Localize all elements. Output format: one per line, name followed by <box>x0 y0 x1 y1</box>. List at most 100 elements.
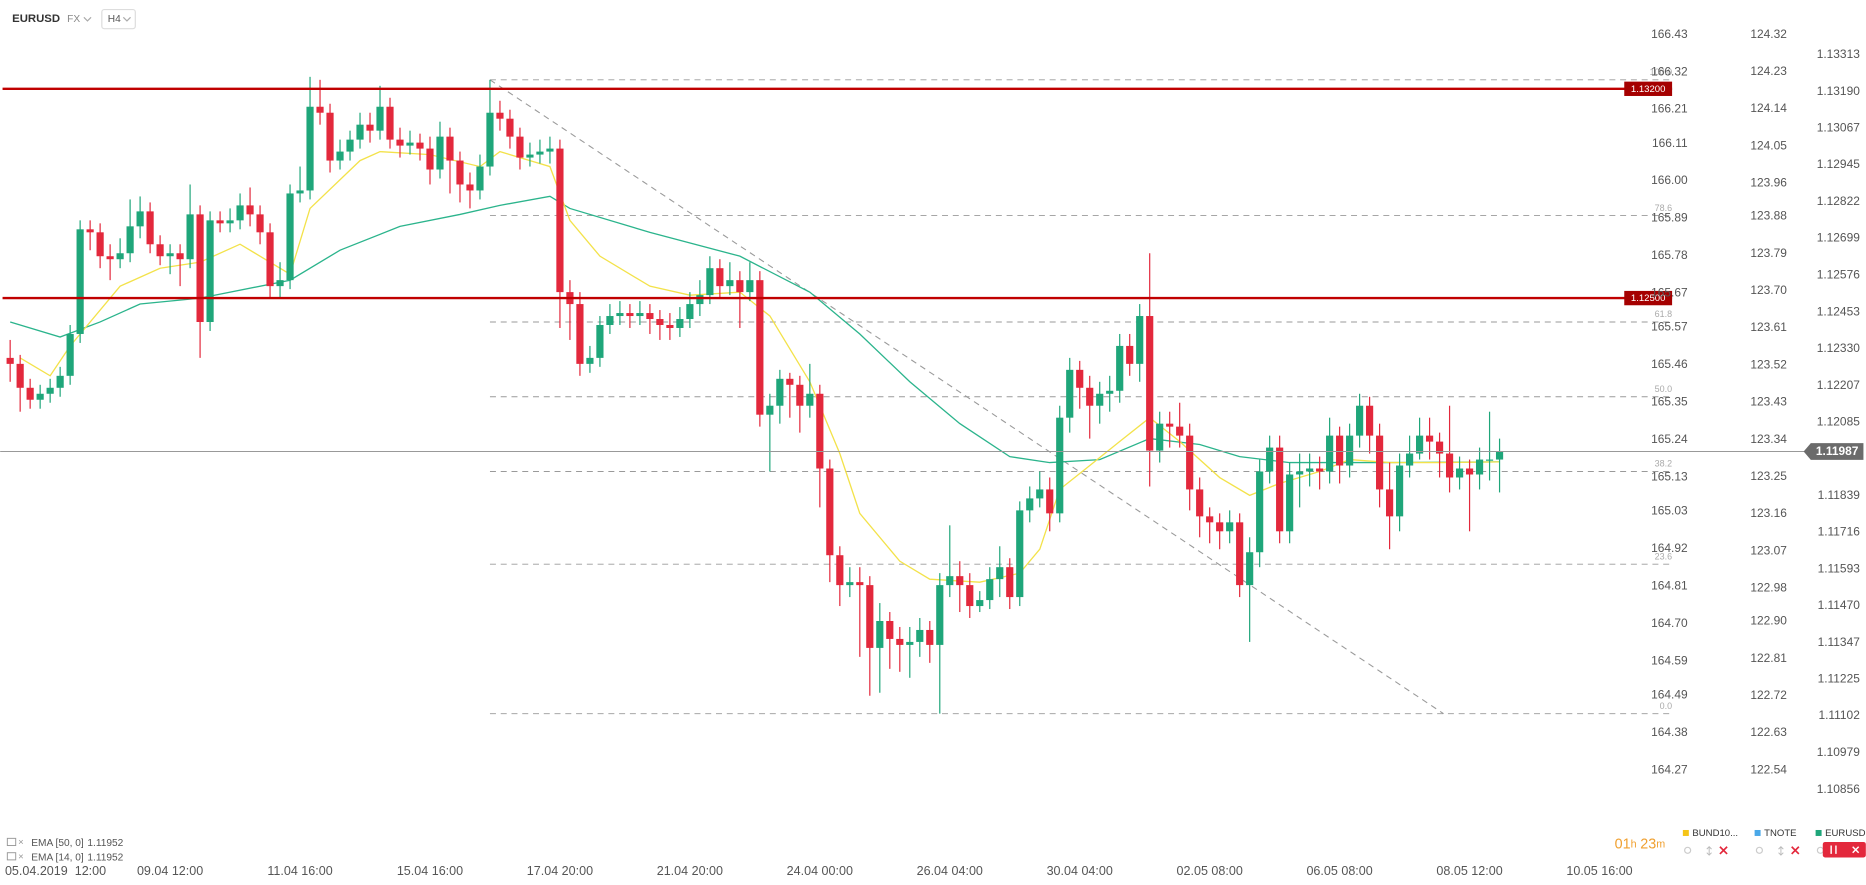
candle-body <box>1495 451 1504 460</box>
y-tick-label: 123.88 <box>1750 209 1787 223</box>
axis-legend-name: EURUSD <box>1825 828 1865 839</box>
y-tick-label: 166.43 <box>1651 27 1688 41</box>
candle-body <box>136 211 144 227</box>
candle-body <box>1086 387 1094 406</box>
candle-body <box>1036 489 1044 499</box>
candle-body <box>396 139 404 146</box>
candle-body <box>1026 498 1034 511</box>
y-tick-label: 1.11225 <box>1818 671 1861 685</box>
y-tick-label: 1.12085 <box>1817 414 1861 428</box>
move-icon[interactable] <box>1778 846 1784 856</box>
y-tick-label: 122.98 <box>1750 581 1787 595</box>
icon[interactable] <box>6 852 17 861</box>
market-select[interactable]: FX <box>67 14 80 25</box>
x-tick-label: 17.04 20:00 <box>527 864 593 878</box>
y-tick-label: 1.12453 <box>1817 304 1861 318</box>
candle-body <box>1425 435 1434 442</box>
eye-icon[interactable] <box>1684 846 1692 854</box>
candle-body <box>1356 405 1364 436</box>
indicator-legend: EMA [14, 0] 1.11952 <box>31 852 123 863</box>
price-level-tag <box>1624 290 1673 306</box>
y-tick-label: 165.03 <box>1651 504 1688 518</box>
eye-icon[interactable] <box>1816 846 1824 854</box>
indicator-name: EMA [50, 0] <box>31 838 84 849</box>
candle-body <box>176 253 184 260</box>
remove-icon[interactable] <box>1791 846 1800 855</box>
candle-body <box>706 268 714 296</box>
current-price-label: 1.11987 <box>1816 444 1859 458</box>
y-tick-label: 123.25 <box>1750 469 1787 483</box>
y-tick-label: 165.89 <box>1651 211 1688 225</box>
symbol[interactable]: EURUSD <box>12 13 60 25</box>
countdown: 01h 23m <box>1615 836 1666 852</box>
candle-body <box>456 160 464 185</box>
candle-body <box>246 205 254 215</box>
fib-label: 23.6 <box>1655 551 1672 561</box>
candle-body <box>1216 522 1224 532</box>
axis-legend-swatch <box>1682 829 1689 836</box>
candle-body <box>6 357 14 364</box>
fib-label: 100.0 <box>1650 67 1672 77</box>
remove-icon[interactable] <box>1830 845 1860 854</box>
y-tick-label: 165.57 <box>1651 320 1688 334</box>
candle-body <box>1146 316 1154 451</box>
candle-body <box>1176 426 1184 436</box>
close-icon[interactable]: × <box>18 837 24 848</box>
candle-body <box>86 229 94 233</box>
candle-body <box>1485 459 1494 461</box>
candle-body <box>516 136 524 158</box>
y-tick-label: 1.11470 <box>1818 598 1861 612</box>
y-tick-label: 1.11839 <box>1818 488 1861 502</box>
ema-line <box>19 150 1500 583</box>
candle-body <box>316 106 324 113</box>
y-tick-label: 124.32 <box>1750 27 1787 41</box>
candle-body <box>1465 468 1474 475</box>
candle-body <box>666 324 674 328</box>
candle-body <box>286 193 294 281</box>
x-tick-label: 30.04 04:00 <box>1047 864 1113 878</box>
candle-body <box>66 333 74 376</box>
close-icon[interactable]: × <box>18 851 24 862</box>
y-tick-label: 164.70 <box>1651 616 1688 630</box>
candle-body <box>1136 316 1144 364</box>
candle-body <box>96 232 104 257</box>
candle-body <box>226 220 234 224</box>
remove-icon[interactable] <box>1719 846 1728 855</box>
y-tick-label: 165.78 <box>1651 248 1688 262</box>
candle-body <box>486 112 494 167</box>
y-tick-label: 123.61 <box>1750 320 1787 334</box>
x-tick-label: 06.05 08:00 <box>1306 864 1372 878</box>
candle-body <box>106 256 114 260</box>
candle-body <box>936 585 944 645</box>
y-tick-label: 123.79 <box>1750 246 1787 260</box>
y-tick-label: 1.11716 <box>1818 525 1861 539</box>
candle-body <box>596 324 604 358</box>
candle-body <box>1236 522 1244 586</box>
y-tick-label: 1.12576 <box>1817 268 1861 282</box>
candle-body <box>1246 552 1254 586</box>
move-icon[interactable] <box>1706 846 1712 856</box>
countdown-hours: 01 <box>1615 836 1631 852</box>
candle-body <box>386 106 394 140</box>
y-tick-label: 164.81 <box>1651 578 1688 592</box>
x-tick-label: 05.04.2019 12:00 <box>5 864 106 878</box>
candle-body <box>1106 390 1114 394</box>
y-tick-label: 1.13313 <box>1817 47 1861 61</box>
y-tick-label: 123.43 <box>1750 395 1787 409</box>
y-tick-label: 164.59 <box>1651 653 1688 667</box>
candle-body <box>1396 465 1404 517</box>
timeframe-select[interactable]: H4 <box>108 14 121 25</box>
candle-body <box>736 280 744 293</box>
timeframe-box[interactable] <box>101 8 136 30</box>
candle-body <box>1336 435 1344 466</box>
icon[interactable] <box>6 837 17 847</box>
active-button[interactable] <box>1822 841 1866 858</box>
candle-body <box>1296 471 1304 475</box>
eye-icon[interactable] <box>1755 846 1763 854</box>
candle-body <box>56 375 64 388</box>
candle-body <box>1096 393 1104 406</box>
candle-body <box>266 232 274 287</box>
y-tick-label: 1.11347 <box>1818 635 1861 649</box>
candle-body <box>496 112 504 119</box>
